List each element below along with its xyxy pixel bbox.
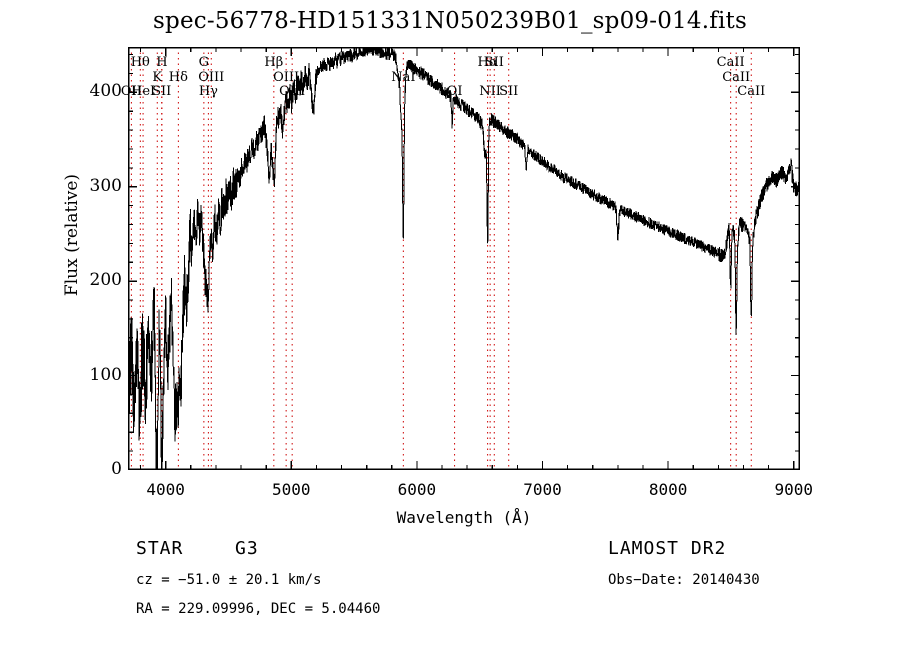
- line-label-H: Hθ: [130, 55, 150, 70]
- y-tick-0: 0: [111, 459, 122, 479]
- footer-left: STAR G3 cz = −51.0 ± 20.1 km/s RA = 229.…: [136, 538, 596, 617]
- line-label-SII: SII: [152, 84, 172, 99]
- line-label-G: G: [198, 55, 210, 70]
- line-label-H: H: [156, 55, 168, 70]
- line-label-H: Hγ: [198, 84, 218, 99]
- line-label-OIII: OIII: [279, 84, 306, 99]
- line-label-H: Hδ: [168, 70, 188, 85]
- y-tick-300: 300: [89, 175, 122, 196]
- line-label-CaII: CaII: [722, 70, 751, 85]
- x-tick-9000: 9000: [774, 480, 813, 499]
- y-tick-400: 400: [89, 81, 122, 102]
- x-tick-7000: 7000: [523, 480, 562, 499]
- coordinates: RA = 229.09996, DEC = 5.04460: [136, 601, 381, 617]
- line-label-OIII: OIII: [273, 70, 300, 85]
- x-tick-8000: 8000: [648, 480, 688, 499]
- line-label-CaII: CaII: [737, 84, 766, 99]
- object-type: STAR: [136, 538, 184, 559]
- line-label-OII: OII: [120, 84, 142, 99]
- object-summary: STAR G3: [136, 538, 596, 559]
- line-label-H: Hα: [477, 55, 498, 70]
- x-tick-4000: 4000: [146, 480, 185, 499]
- radial-velocity: cz = −51.0 ± 20.1 km/s: [136, 572, 322, 588]
- line-label-NaI: NaI: [391, 70, 416, 85]
- x-axis-tick-labels: 4000 5000 6000 7000 8000 9000: [128, 476, 813, 500]
- line-label-K: K: [152, 70, 163, 85]
- line-label-SII: SII: [484, 55, 504, 70]
- x-tick-5000: 5000: [272, 480, 311, 499]
- y-axis-tick-labels: 0 100 200 300 400: [72, 0, 122, 480]
- spectral-class: G3: [235, 538, 259, 559]
- line-label-H: Hβ: [264, 55, 284, 70]
- x-tick-6000: 6000: [397, 480, 437, 499]
- line-label-NII: NII: [479, 84, 501, 99]
- footer-right: LAMOST DR2 Obs−Date: 20140430: [608, 538, 888, 588]
- plot-area: [128, 47, 800, 470]
- survey-name: LAMOST DR2: [608, 538, 727, 559]
- x-axis-title: Wavelength (Å): [396, 508, 532, 527]
- observation-date: Obs−Date: 20140430: [608, 572, 760, 588]
- y-tick-200: 200: [89, 270, 122, 291]
- spectrum-plot-svg: [128, 47, 800, 470]
- line-label-CaII: CaII: [716, 55, 745, 70]
- line-label-SII: SII: [499, 84, 519, 99]
- line-label-HeI: HeI: [130, 84, 156, 99]
- y-tick-100: 100: [89, 364, 122, 385]
- line-label-OI: OI: [446, 84, 463, 99]
- line-label-OIII: OIII: [198, 70, 225, 85]
- page-title: spec-56778-HD151331N050239B01_sp09-014.f…: [153, 8, 747, 34]
